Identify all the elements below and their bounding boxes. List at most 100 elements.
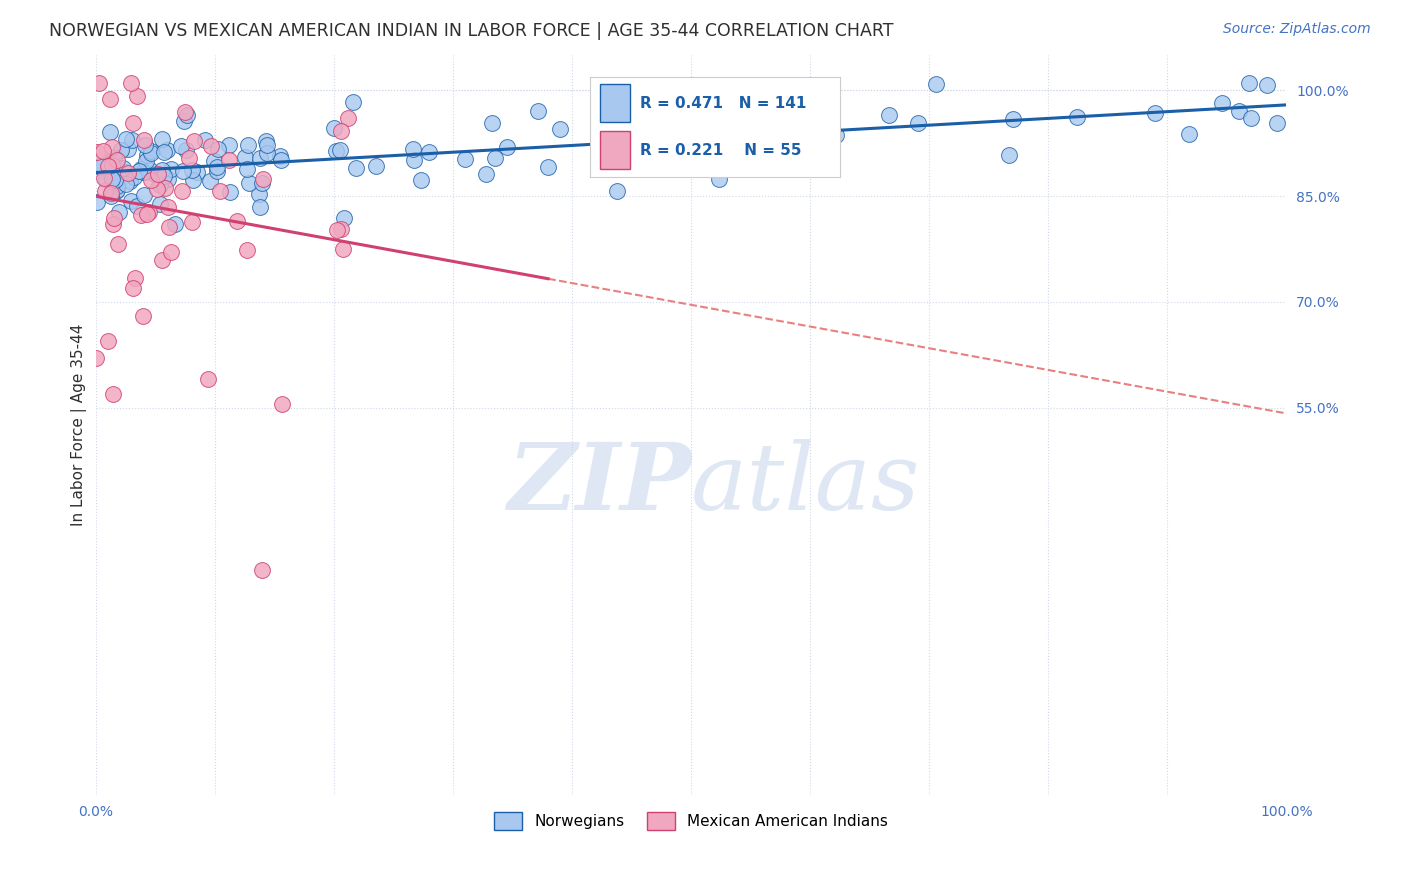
Point (100, 186, 122, 200)
Point (105, 184, 128, 198)
Point (205, 164, 228, 178)
Point (101, 386, 124, 401)
Point (1256, 78, 1278, 93)
Point (925, 77, 948, 91)
Point (180, 163, 202, 178)
Point (146, 167, 169, 181)
Point (411, 172, 433, 186)
Point (252, 563, 274, 577)
Point (160, 161, 183, 176)
Point (117, 142, 139, 156)
Point (707, 138, 730, 153)
Point (1211, 96, 1233, 111)
Point (1227, 103, 1250, 118)
Point (118, 173, 141, 187)
Point (269, 149, 291, 163)
Point (90, 159, 112, 173)
Y-axis label: In Labor Force | Age 35-44: In Labor Force | Age 35-44 (72, 324, 87, 526)
Point (138, 163, 160, 178)
Point (332, 243, 354, 257)
Point (128, 164, 150, 178)
Point (165, 217, 187, 231)
Point (668, 131, 690, 145)
Point (218, 153, 240, 167)
Point (709, 172, 731, 186)
Point (108, 205, 131, 219)
Point (329, 143, 352, 157)
Text: Source: ZipAtlas.com: Source: ZipAtlas.com (1223, 22, 1371, 37)
Point (100, 158, 122, 172)
Point (1240, 111, 1263, 125)
Point (484, 151, 506, 165)
Point (666, 151, 689, 165)
Point (1066, 110, 1088, 124)
Point (233, 150, 256, 164)
Point (236, 161, 259, 176)
Point (256, 145, 278, 160)
Point (197, 372, 219, 386)
Point (176, 108, 198, 122)
Point (820, 122, 842, 136)
Point (91, 144, 114, 158)
Point (879, 107, 901, 121)
Point (271, 397, 294, 411)
Point (153, 145, 176, 160)
Point (1002, 112, 1025, 127)
Point (121, 281, 143, 295)
Point (256, 138, 278, 153)
Point (1143, 105, 1166, 120)
Point (747, 153, 769, 167)
Point (103, 151, 125, 165)
Point (250, 176, 273, 190)
Point (527, 104, 550, 119)
Point (617, 125, 640, 139)
Point (537, 160, 560, 174)
Point (117, 166, 139, 180)
Point (141, 145, 163, 160)
Point (132, 133, 155, 147)
Point (97, 165, 120, 179)
Point (773, 140, 796, 154)
Point (124, 271, 146, 285)
Point (172, 163, 194, 178)
Point (100, 177, 122, 191)
Point (186, 165, 208, 179)
Point (139, 144, 162, 158)
Point (454, 153, 477, 167)
Point (101, 139, 124, 153)
Point (998, 148, 1021, 162)
Point (122, 170, 145, 185)
Point (153, 169, 176, 183)
Point (110, 143, 132, 157)
Point (679, 160, 702, 174)
Point (104, 161, 127, 175)
Point (200, 139, 222, 153)
Point (103, 211, 125, 226)
Point (100, 153, 122, 167)
Point (218, 138, 240, 153)
Point (249, 201, 271, 215)
Point (173, 114, 195, 128)
Point (183, 134, 205, 148)
Point (1267, 116, 1289, 130)
Point (107, 169, 129, 183)
Point (496, 139, 519, 153)
Point (129, 161, 152, 176)
Point (202, 154, 225, 169)
Point (120, 194, 142, 208)
Point (418, 145, 440, 159)
Point (125, 199, 148, 213)
Point (481, 116, 503, 130)
Point (824, 128, 846, 143)
Point (648, 96, 671, 111)
Point (475, 167, 498, 181)
Point (181, 215, 204, 229)
Point (100, 169, 122, 184)
Point (87, 76, 110, 90)
Point (157, 220, 180, 235)
Point (149, 197, 172, 211)
Point (97, 159, 120, 173)
Point (156, 200, 179, 214)
Point (270, 153, 292, 167)
Point (326, 223, 349, 237)
